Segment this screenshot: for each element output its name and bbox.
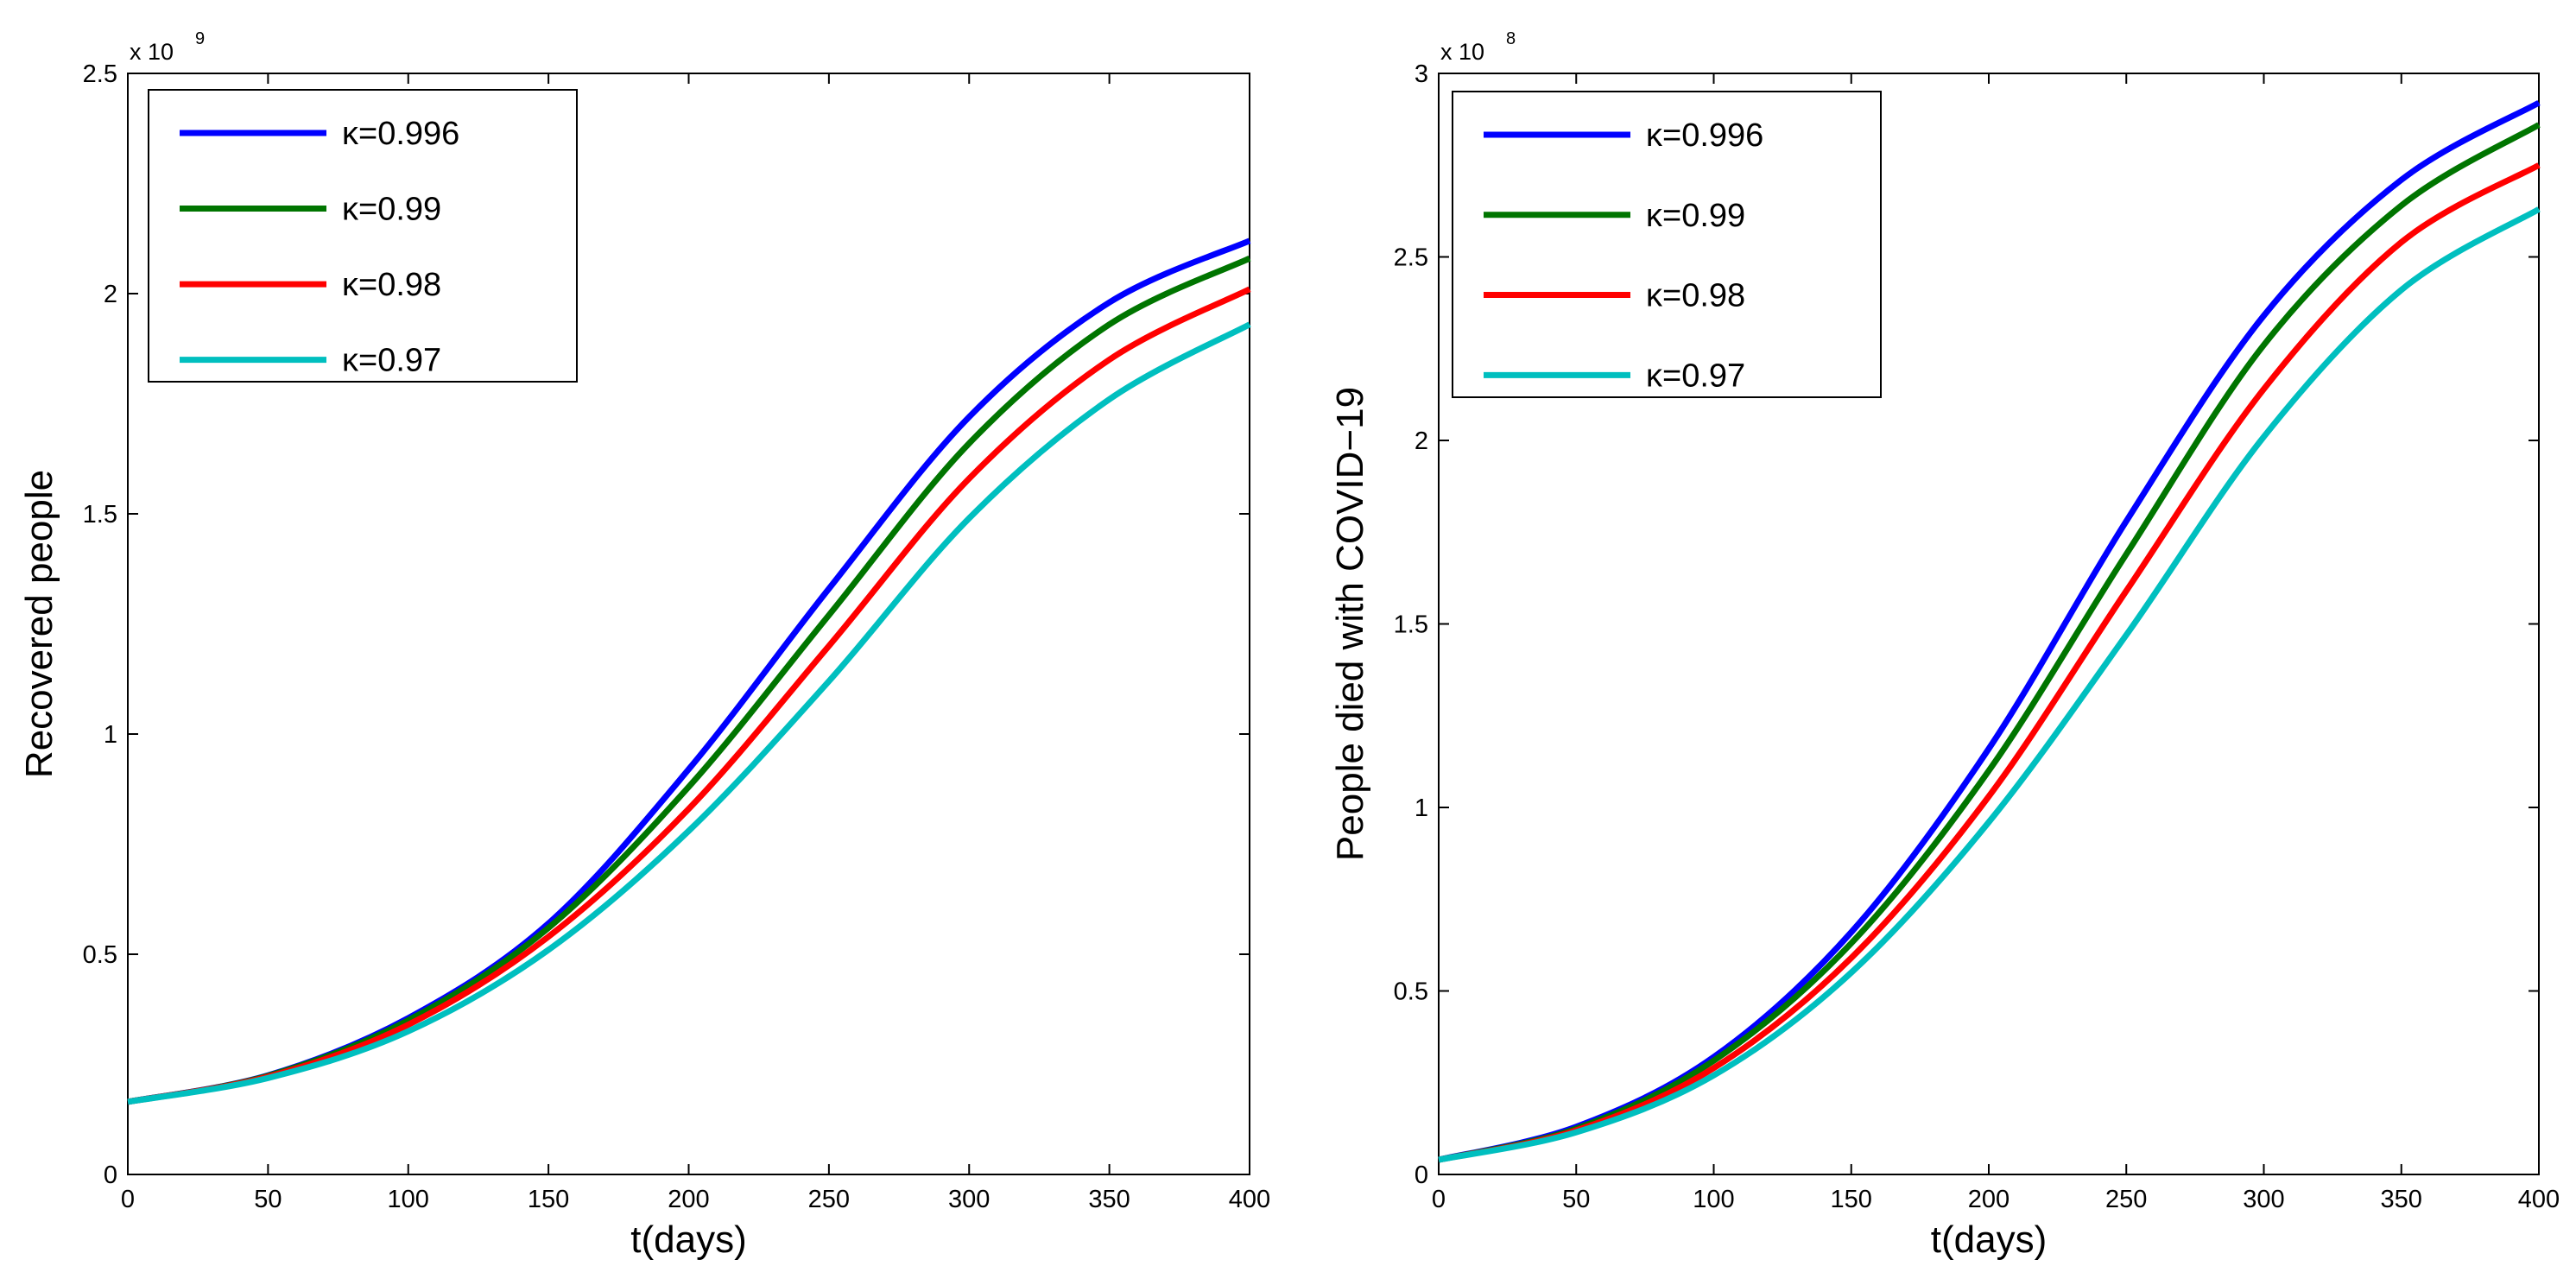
legend-label-2: κ=0.98 (342, 267, 441, 303)
legend-label-0: κ=0.996 (342, 116, 459, 152)
chart-people-died: 0 50 100 150 200 250 300 350 400 0 0.5 1 1.5 2 2.5 3 x 1… (1329, 29, 2560, 1261)
x-tick-label: 350 (1088, 1186, 1130, 1213)
x-tick-label: 200 (1968, 1186, 2010, 1213)
y-axis-label: Recovered people (18, 470, 60, 778)
legend-label-1: κ=0.99 (342, 192, 441, 228)
series-line-3 (127, 321, 1251, 1105)
y-tick-label: 2.5 (83, 60, 117, 88)
x-tick-label: 100 (388, 1186, 429, 1213)
y-tick-label: 2 (1415, 427, 1428, 455)
x-tick-label: 150 (1831, 1186, 1872, 1213)
legend: κ=0.996 κ=0.99 κ=0.98 κ=0.97 (1452, 91, 1882, 398)
x-tick-label: 50 (254, 1186, 282, 1213)
x-tick-label: 0 (1432, 1186, 1446, 1213)
x-tick-label: 50 (1562, 1186, 1590, 1213)
x-tick-label: 150 (528, 1186, 569, 1213)
y-tick-label: 1 (1415, 794, 1428, 822)
x-tick-label: 400 (1229, 1186, 1270, 1213)
y-tick-label: 1 (104, 721, 117, 749)
y-axis-label: People died with COVID−19 (1329, 387, 1371, 861)
y-tick-label: 0.5 (1394, 978, 1428, 1006)
y-tick-label: 1.5 (83, 501, 117, 529)
y-tick-label: 0.5 (83, 941, 117, 969)
legend-label-1: κ=0.99 (1646, 198, 1745, 234)
legend-label-0: κ=0.996 (1646, 117, 1763, 154)
legend-box (1452, 91, 1882, 398)
y-multiplier-exponent: 8 (1506, 29, 1516, 48)
y-multiplier-label: x 10 (1440, 39, 1484, 65)
y-tick-label: 3 (1415, 60, 1428, 88)
x-tick-label: 200 (668, 1186, 709, 1213)
legend-label-3: κ=0.97 (342, 343, 441, 379)
y-tick-label: 0 (104, 1162, 117, 1189)
series-line-1 (1438, 122, 2541, 1163)
x-tick-label: 250 (808, 1186, 850, 1213)
y-tick-label: 2 (104, 281, 117, 308)
y-tick-label: 1.5 (1394, 611, 1428, 639)
x-tick-label: 400 (2518, 1186, 2560, 1213)
x-tick-label: 0 (121, 1186, 135, 1213)
x-axis-label: t(days) (1931, 1219, 2047, 1261)
legend-label-2: κ=0.98 (1646, 278, 1745, 314)
x-tick-label: 300 (948, 1186, 990, 1213)
series-line-2 (1438, 162, 2541, 1163)
chart-recovered-people: 0 50 100 150 200 250 300 350 400 0 0.5 1 1.5 2 2.5 x 10… (18, 29, 1270, 1261)
x-tick-label: 100 (1693, 1186, 1734, 1213)
y-multiplier-label: x 10 (130, 39, 174, 65)
legend-label-3: κ=0.97 (1646, 358, 1745, 394)
x-axis-label: t(days) (630, 1219, 746, 1261)
x-tick-label: 350 (2381, 1186, 2422, 1213)
y-tick-label: 0 (1415, 1162, 1428, 1189)
y-multiplier-exponent: 9 (195, 29, 205, 48)
legend: κ=0.996 κ=0.99 κ=0.98 κ=0.97 (148, 89, 578, 383)
x-tick-label: 250 (2105, 1186, 2147, 1213)
legend-box (148, 89, 578, 383)
y-tick-label: 2.5 (1394, 244, 1428, 272)
series-line-3 (1438, 206, 2541, 1163)
x-tick-label: 300 (2243, 1186, 2284, 1213)
